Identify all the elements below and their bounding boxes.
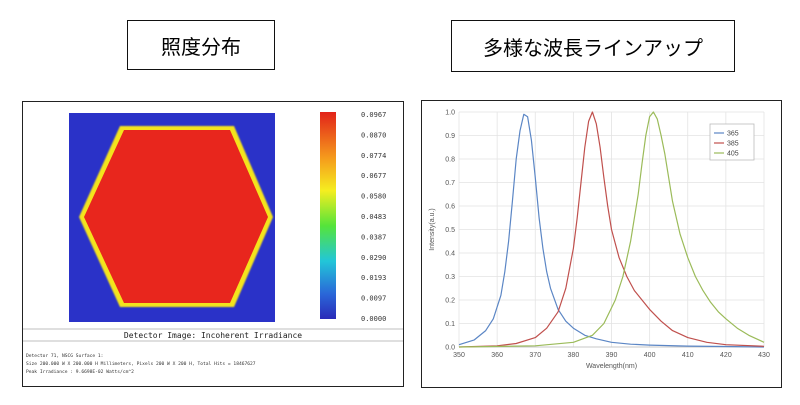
colorbar-label: 0.0870 [361,131,386,139]
colorbar-label: 0.0483 [361,213,386,221]
y-tick-label: 0.9 [445,133,455,140]
colorbar-label: 0.0193 [361,274,386,282]
x-tick-label: 360 [491,352,503,359]
legend-label: 385 [727,141,739,148]
y-axis-title: Intensity(a.u.) [429,208,436,250]
colorbar-label: 0.0000 [361,315,386,323]
y-tick-label: 0.7 [445,180,455,187]
detector-image-panel: 0.0967 0.0870 0.0774 0.0677 0.0580 0.0483 0.03… [22,101,404,387]
colorbar [320,112,336,319]
colorbar-label: 0.0097 [361,295,386,303]
y-tick-label: 0.1 [445,321,455,328]
spectrum-chart: 0.0 0.1 0.2 0.3 0.4 0.5 0.6 0.7 0.8 0.9 1.0 350 360 3… [429,110,770,371]
chart-series [458,111,765,348]
series-line-365 [458,113,765,348]
colorbar-label: 0.0967 [361,111,386,119]
y-tick-label: 0.2 [445,298,455,305]
legend-label: 405 [727,151,739,158]
x-tick-label: 370 [529,352,541,359]
y-tick-label: 0.4 [445,251,455,258]
x-tick-label: 420 [720,352,732,359]
detector-info-line-3: Peak Irradiance : 9.6698E-02 Watts/cm^2 [26,369,134,375]
x-tick-label: 400 [644,352,656,359]
colorbar-label: 0.0580 [361,193,386,201]
series-line-385 [458,111,765,348]
detector-caption: Detector Image: Incoherent Irradiance [124,331,302,340]
chart-axes: 0.0 0.1 0.2 0.3 0.4 0.5 0.6 0.7 0.8 0.9 1.0 350 360 3… [445,110,770,360]
x-tick-label: 350 [453,352,465,359]
x-tick-label: 380 [568,352,580,359]
detector-info-line-2: Size 200.000 W X 200.000 H Millimeters, … [26,361,256,367]
x-tick-label: 390 [606,352,618,359]
irradiance-distribution-title: 照度分布 [127,20,275,70]
detector-image-svg: 0.0967 0.0870 0.0774 0.0677 0.0580 0.0483 0.03… [23,111,403,375]
chart-legend: 365 385 405 [709,123,755,161]
wavelength-lineup-title: 多様な波長ラインアップ [451,20,735,72]
x-tick-label: 430 [758,352,770,359]
y-tick-label: 0.8 [445,157,455,164]
colorbar-label: 0.0677 [361,172,386,180]
colorbar-label: 0.0387 [361,233,386,241]
legend-label: 365 [727,131,739,138]
colorbar-labels: 0.0967 0.0870 0.0774 0.0677 0.0580 0.0483 0.03… [361,111,386,323]
x-axis-title: Wavelength(nm) [586,363,637,370]
irradiance-distribution-title-text: 照度分布 [161,34,241,59]
y-tick-label: 0.6 [445,204,455,211]
y-tick-label: 0.0 [445,345,455,352]
y-tick-label: 0.5 [445,227,455,234]
detector-info-line-1: Detector 71, NSCG Surface 1: [26,353,103,359]
detector-irradiance-area [84,130,268,303]
legend-box [709,123,755,161]
x-tick-label: 410 [682,352,694,359]
series-line-405 [458,111,765,348]
wavelength-lineup-title-text: 多様な波長ラインアップ [483,35,703,60]
y-tick-label: 1.0 [445,110,455,117]
colorbar-label: 0.0774 [361,152,386,160]
spectrum-chart-panel: 0.0 0.1 0.2 0.3 0.4 0.5 0.6 0.7 0.8 0.9 1.0 350 360 3… [421,100,782,388]
y-tick-label: 0.3 [445,274,455,281]
colorbar-label: 0.0290 [361,254,386,262]
